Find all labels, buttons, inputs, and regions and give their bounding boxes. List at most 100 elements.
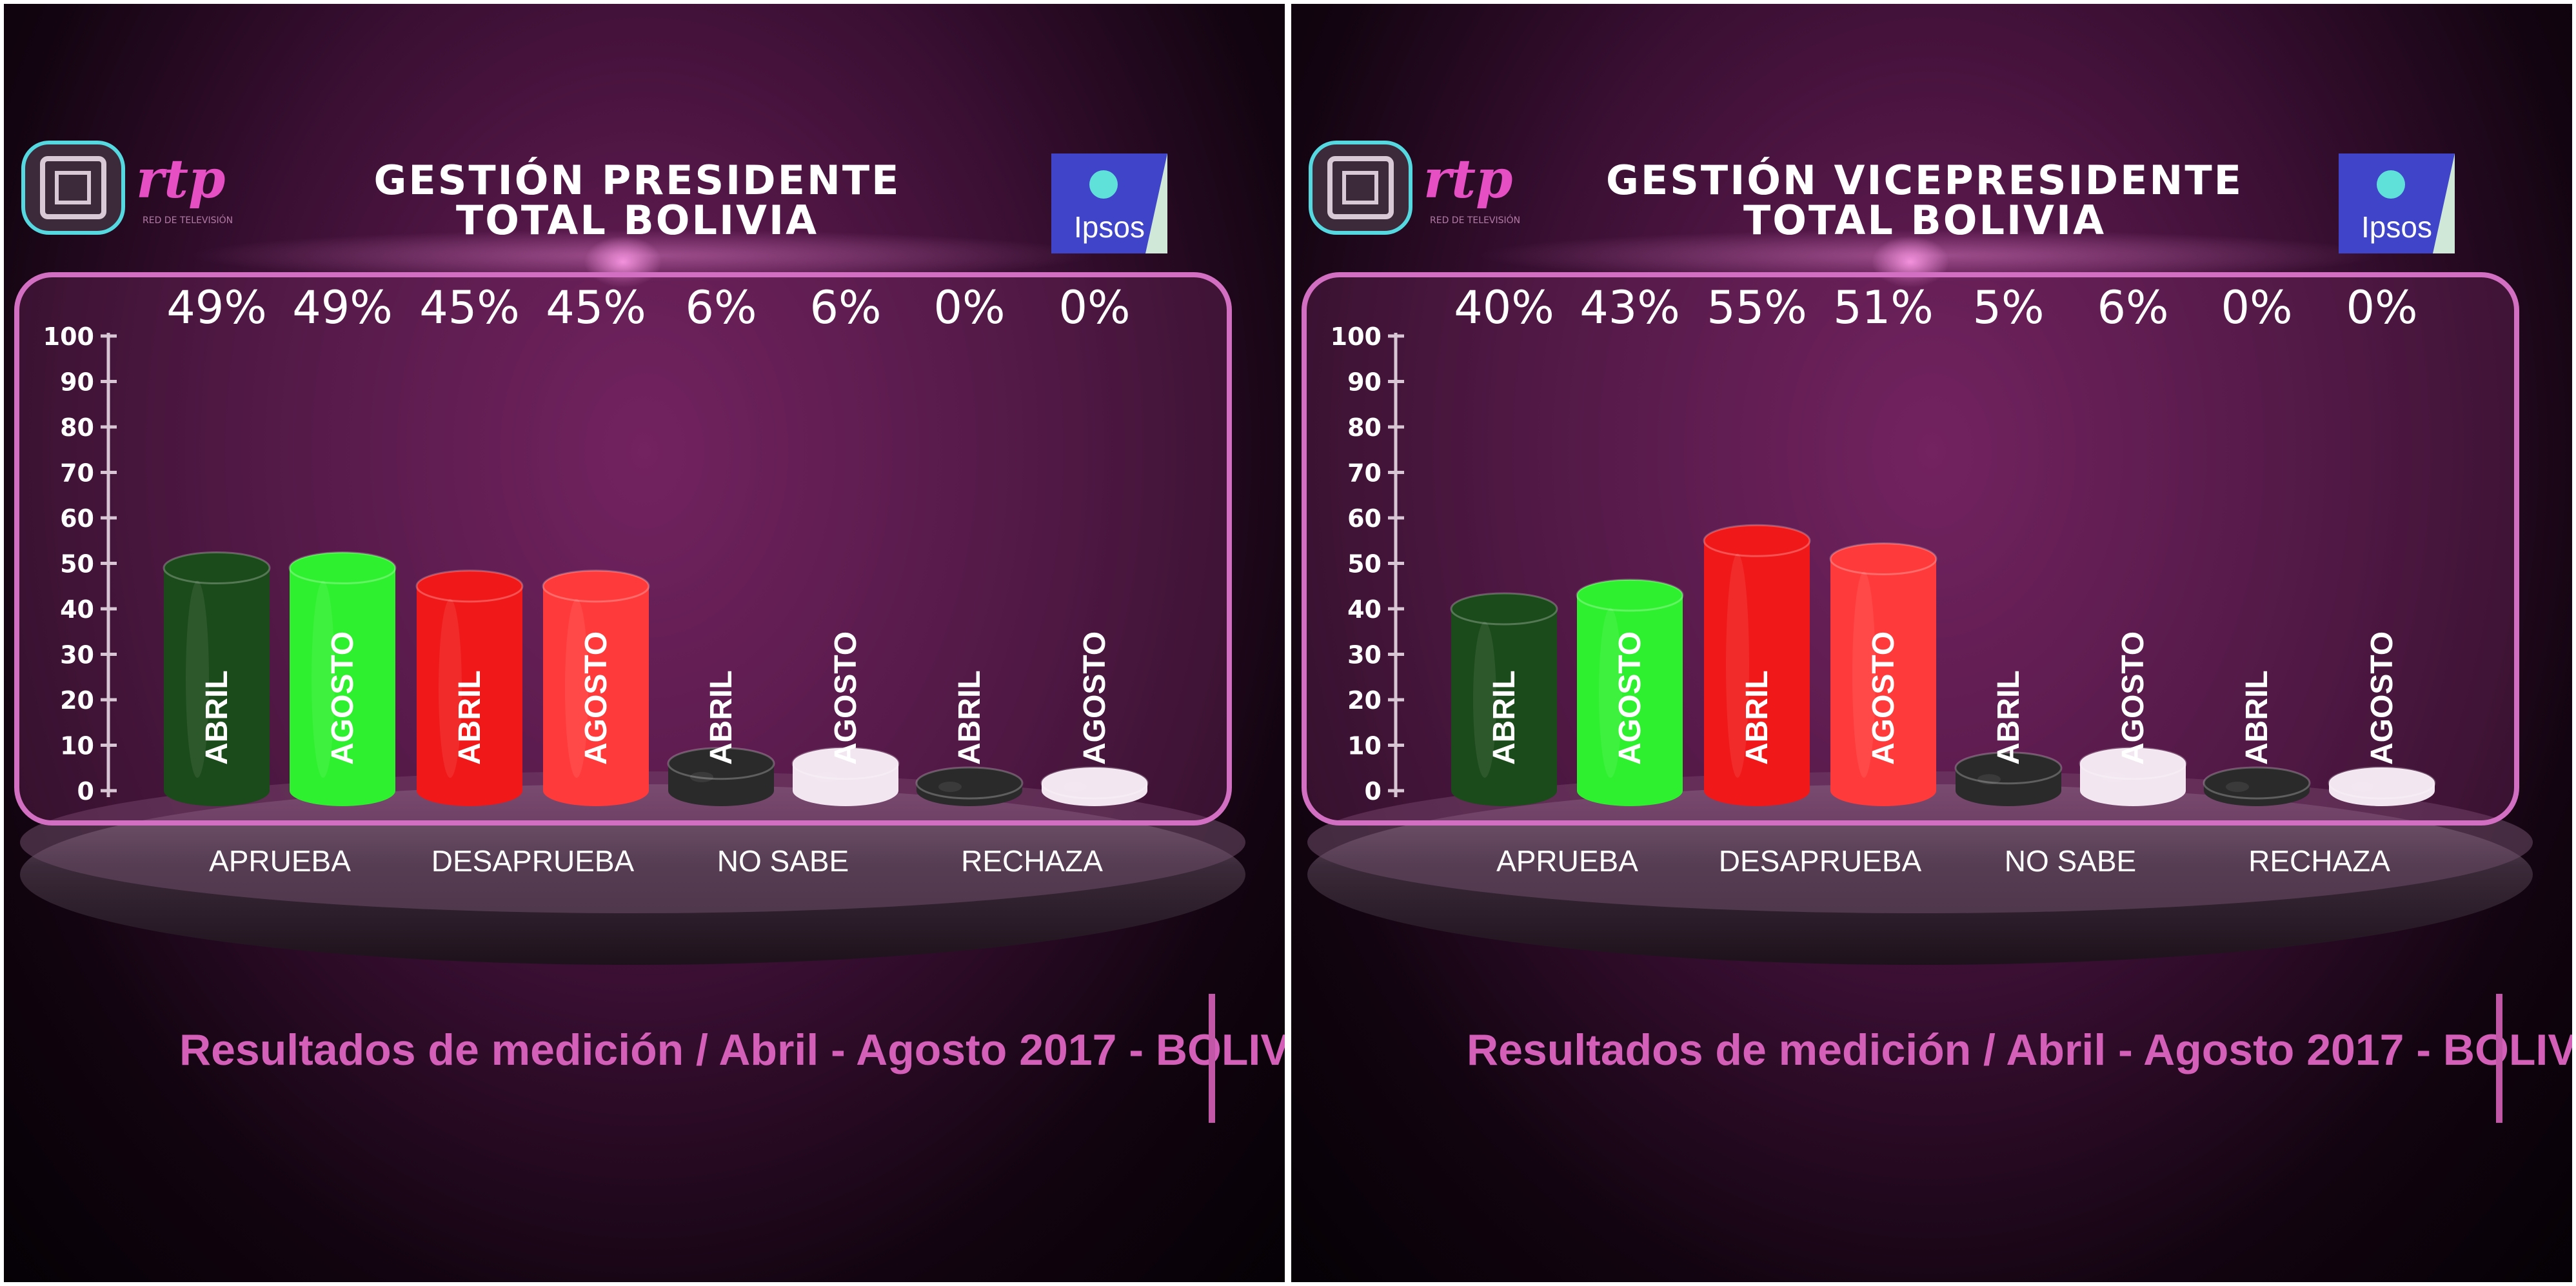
rtp-logo: rtp RED DE TELEVISIÓN (21, 141, 233, 235)
bar-series-label: ABRIL (953, 670, 987, 765)
bar-series-label: AGOSTO (829, 631, 863, 765)
bars: ABRIL AGOSTO ABRIL AGOSTO ABRIL AGOSTO ABRIL AG… (1450, 524, 2436, 806)
y-tick-label: 20 (60, 686, 94, 715)
value-label: 51% (1833, 281, 1934, 334)
category-labels: APRUEBA DESAPRUEBA NO SABE RECHAZA (1496, 844, 2390, 878)
y-tick-label: 50 (1347, 550, 1382, 579)
category-label: DESAPRUEBA (431, 844, 635, 878)
footer-accent-bar (2496, 994, 2502, 1123)
bar-series-label: ABRIL (1740, 670, 1774, 765)
value-label: 0% (2221, 281, 2292, 334)
bar-desaprueba-abril: ABRIL (1703, 524, 1811, 806)
y-tick-label: 70 (60, 459, 94, 488)
chart-panel-presidente: rtp RED DE TELEVISIÓN Ipsos GESTIÓN PRES… (4, 4, 1285, 1282)
bar-rechaza-agosto: AGOSTO (2328, 631, 2436, 806)
y-tick-label: 0 (77, 777, 94, 806)
y-ticks: 0 10 20 30 40 50 60 70 80 90 100 (1331, 322, 1404, 806)
rtp-wordmark: rtp (136, 148, 225, 210)
y-tick-label: 0 (1365, 777, 1382, 806)
value-label: 49% (166, 281, 267, 334)
rtp-subtitle: RED DE TELEVISIÓN (143, 214, 233, 226)
rtp-wordmark: rtp (1423, 148, 1512, 210)
y-tick-label: 80 (60, 413, 94, 442)
ipsos-wordmark: Ipsos (2361, 210, 2432, 244)
category-label: RECHAZA (961, 844, 1103, 878)
bar-aprueba-agosto: AGOSTO (288, 551, 397, 806)
y-tick-label: 30 (1347, 641, 1382, 669)
y-tick-label: 20 (1347, 686, 1382, 715)
value-label: 6% (2097, 281, 2168, 334)
category-label: APRUEBA (209, 844, 351, 878)
platform-base (20, 771, 1245, 965)
category-label: APRUEBA (1496, 844, 1638, 878)
footer-accent-bar (1209, 994, 1215, 1123)
value-label: 5% (1972, 281, 2044, 334)
y-tick-label: 40 (1347, 595, 1382, 624)
category-label: RECHAZA (2248, 844, 2390, 878)
y-tick-label: 60 (60, 504, 94, 533)
bars: ABRIL AGOSTO ABRIL AGOSTO ABRIL AGOSTO ABRIL AG… (163, 551, 1149, 806)
y-tick-label: 50 (60, 550, 94, 579)
value-label: 0% (1058, 281, 1130, 334)
bar-no-sabe-agosto: AGOSTO (791, 631, 900, 806)
value-label: 6% (809, 281, 881, 334)
ipsos-logo: Ipsos (1051, 153, 1167, 253)
bar-series-label: AGOSTO (2365, 631, 2399, 765)
y-ticks: 0 10 20 30 40 50 60 70 80 90 100 (43, 322, 117, 806)
bar-desaprueba-agosto: AGOSTO (542, 569, 650, 806)
y-tick-label: 60 (1347, 504, 1382, 533)
bar-series-label: ABRIL (704, 670, 738, 765)
bar-desaprueba-agosto: AGOSTO (1829, 542, 1937, 806)
footer-caption: Resultados de medición / Abril - Agosto … (179, 1025, 1285, 1074)
y-tick-label: 70 (1347, 459, 1382, 488)
footer-caption: Resultados de medición / Abril - Agosto … (1467, 1025, 2572, 1074)
value-labels: 49% 49% 45% 45% 6% 6% 0% 0% (166, 281, 1130, 334)
bar-no-sabe-agosto: AGOSTO (2079, 631, 2187, 806)
bar-no-sabe-abril: ABRIL (667, 670, 775, 806)
chart-title-line2: TOTAL BOLIVIA (1743, 197, 2106, 244)
value-label: 45% (419, 281, 520, 334)
bar-no-sabe-abril: ABRIL (1954, 670, 2063, 806)
value-label: 55% (1707, 281, 1807, 334)
bar-series-label: AGOSTO (1078, 631, 1112, 765)
bar-series-label: ABRIL (200, 670, 234, 765)
y-tick-label: 100 (1331, 322, 1382, 351)
chart-svg: rtp RED DE TELEVISIÓN Ipsos GESTIÓN PRES… (14, 141, 1285, 1123)
bar-rechaza-abril: ABRIL (915, 670, 1024, 806)
ipsos-logo: Ipsos (2339, 153, 2455, 253)
y-tick-label: 90 (60, 368, 94, 397)
category-label: NO SABE (2005, 844, 2137, 878)
rtp-subtitle: RED DE TELEVISIÓN (1430, 214, 1520, 226)
bar-series-label: AGOSTO (326, 631, 360, 765)
value-label: 0% (933, 281, 1005, 334)
category-label: NO SABE (717, 844, 849, 878)
bar-series-label: ABRIL (2240, 670, 2274, 765)
value-label: 6% (685, 281, 757, 334)
value-label: 40% (1454, 281, 1554, 334)
bar-series-label: AGOSTO (1613, 631, 1647, 765)
y-tick-label: 100 (43, 322, 94, 351)
category-label: DESAPRUEBA (1719, 844, 1922, 878)
bar-series-label: ABRIL (1992, 670, 2026, 765)
bar-series-label: AGOSTO (1867, 631, 1901, 765)
value-label: 0% (2346, 281, 2417, 334)
chart-title-line1: GESTIÓN VICEPRESIDENTE (1606, 157, 2243, 204)
y-tick-label: 10 (60, 732, 94, 760)
value-label: 49% (292, 281, 393, 334)
bar-aprueba-abril: ABRIL (1450, 592, 1558, 806)
bar-series-label: ABRIL (1487, 670, 1521, 765)
chart-panel-vicepresidente: rtp RED DE TELEVISIÓN Ipsos GESTIÓN VICE… (1291, 4, 2572, 1282)
y-tick-label: 90 (1347, 368, 1382, 397)
bar-rechaza-agosto: AGOSTO (1040, 631, 1149, 806)
y-tick-label: 80 (1347, 413, 1382, 442)
bar-aprueba-abril: ABRIL (163, 551, 271, 806)
value-label: 43% (1580, 281, 1680, 334)
bar-aprueba-agosto: AGOSTO (1576, 579, 1684, 806)
chart-svg: rtp RED DE TELEVISIÓN Ipsos GESTIÓN VICE… (1302, 141, 2572, 1123)
value-label: 45% (546, 281, 646, 334)
bar-desaprueba-abril: ABRIL (415, 569, 524, 806)
chart-title-line1: GESTIÓN PRESIDENTE (373, 157, 900, 204)
y-tick-label: 10 (1347, 732, 1382, 760)
y-tick-label: 40 (60, 595, 94, 624)
bar-series-label: AGOSTO (2116, 631, 2150, 765)
